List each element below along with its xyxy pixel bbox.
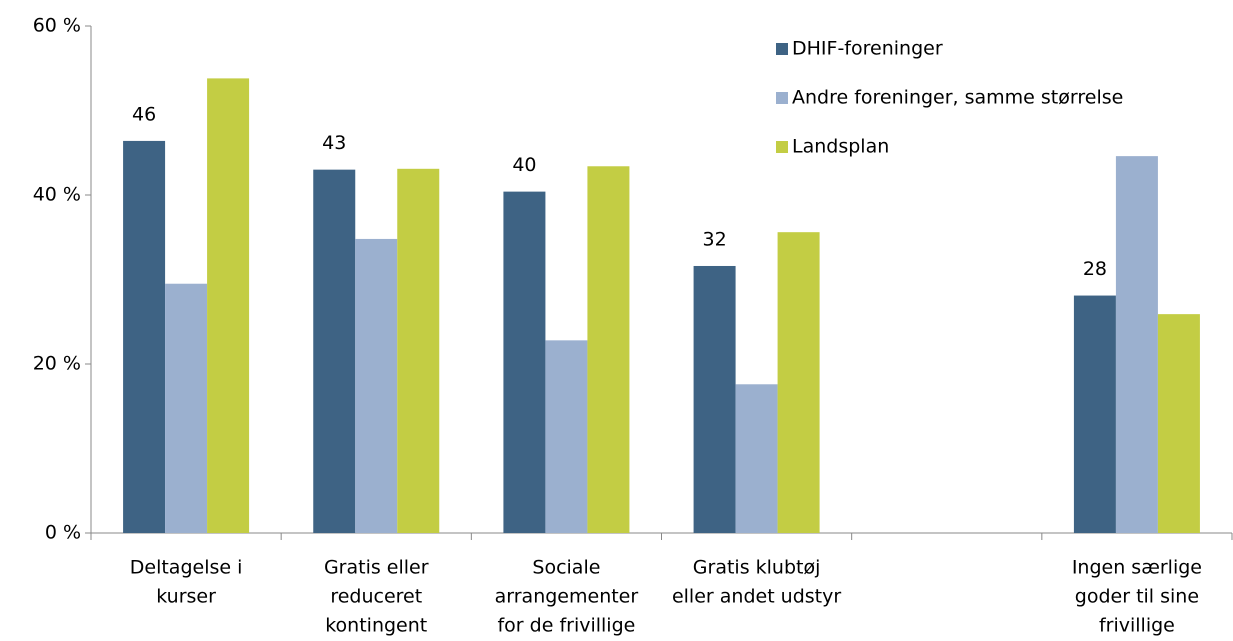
- x-tick-label: reduceret: [330, 586, 422, 608]
- bar: [735, 384, 778, 533]
- x-tick-label: for de frivillige: [497, 615, 635, 637]
- y-tick-label: 20 %: [33, 353, 81, 375]
- x-tick-label: kontingent: [325, 615, 427, 637]
- legend-label: DHIF-foreninger: [792, 38, 943, 60]
- value-label: 40: [512, 154, 536, 176]
- y-tick-label: 60 %: [33, 15, 81, 37]
- bar: [313, 169, 356, 533]
- value-label: 46: [132, 103, 156, 125]
- bar: [1115, 156, 1158, 533]
- bar: [545, 340, 588, 533]
- x-tick-label: goder til sine: [1075, 586, 1199, 608]
- legend-label: Andre foreninger, samme størrelse: [792, 87, 1123, 109]
- bar: [355, 238, 398, 533]
- bar: [123, 140, 166, 534]
- bar: [777, 232, 820, 533]
- bar: [503, 191, 546, 533]
- value-label: 32: [702, 228, 726, 250]
- x-tick-label: eller andet udstyr: [672, 586, 841, 608]
- bar: [1157, 314, 1200, 533]
- bar: [207, 78, 250, 533]
- x-tick-label: Gratis eller: [324, 557, 429, 579]
- x-tick-label: Ingen særlige: [1072, 557, 1202, 579]
- value-label: 28: [1083, 258, 1107, 280]
- bar: [397, 168, 440, 533]
- x-tick-label: arrangementer: [495, 586, 639, 608]
- x-tick-label: kurser: [156, 586, 216, 608]
- bar: [693, 265, 736, 533]
- legend-swatch: [776, 141, 788, 153]
- y-tick-label: 0 %: [45, 522, 81, 544]
- legend-swatch: [776, 43, 788, 55]
- bar: [587, 166, 630, 533]
- x-tick-label: Sociale: [532, 557, 600, 579]
- bar: [165, 283, 208, 533]
- y-tick-label: 40 %: [33, 184, 81, 206]
- bar: [1073, 295, 1116, 533]
- x-tick-label: Deltagelse i: [130, 557, 243, 579]
- legend-swatch: [776, 92, 788, 104]
- x-tick-label: frivillige: [1099, 615, 1175, 637]
- x-tick-label: Gratis klubtøj: [693, 557, 821, 579]
- value-label: 43: [322, 132, 346, 154]
- legend-label: Landsplan: [792, 136, 889, 158]
